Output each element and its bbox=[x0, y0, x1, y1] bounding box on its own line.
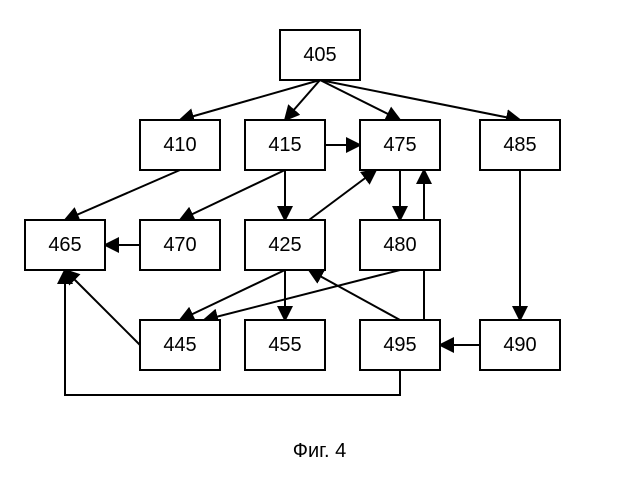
edge-495-425 bbox=[309, 270, 400, 320]
edge-415-470 bbox=[180, 170, 285, 220]
edge-405-485 bbox=[320, 80, 520, 120]
node-415: 415 bbox=[245, 120, 325, 170]
node-label-415: 415 bbox=[268, 134, 301, 156]
node-label-495: 495 bbox=[383, 334, 416, 356]
node-480: 480 bbox=[360, 220, 440, 270]
edge-495-465 bbox=[65, 270, 400, 395]
node-label-480: 480 bbox=[383, 234, 416, 256]
node-465: 465 bbox=[25, 220, 105, 270]
node-475: 475 bbox=[360, 120, 440, 170]
edge-425-475 bbox=[309, 170, 376, 220]
node-425: 425 bbox=[245, 220, 325, 270]
node-label-465: 465 bbox=[48, 234, 81, 256]
node-495: 495 bbox=[360, 320, 440, 370]
node-470: 470 bbox=[140, 220, 220, 270]
node-485: 485 bbox=[480, 120, 560, 170]
node-455: 455 bbox=[245, 320, 325, 370]
node-label-425: 425 bbox=[268, 234, 301, 256]
node-label-410: 410 bbox=[163, 134, 196, 156]
node-label-405: 405 bbox=[303, 44, 336, 66]
edge-405-410 bbox=[180, 80, 320, 120]
flowchart: 405 410 415 475 485 465 470 425 480 445 455 495 490 bbox=[0, 0, 639, 440]
edge-445-465 bbox=[65, 270, 140, 345]
edge-405-475 bbox=[320, 80, 400, 120]
node-label-470: 470 bbox=[163, 234, 196, 256]
node-label-455: 455 bbox=[268, 334, 301, 356]
figure-caption: Фиг. 4 bbox=[0, 440, 639, 463]
node-405: 405 bbox=[280, 30, 360, 80]
node-label-445: 445 bbox=[163, 334, 196, 356]
edge-410-465 bbox=[65, 170, 180, 220]
node-445: 445 bbox=[140, 320, 220, 370]
node-label-485: 485 bbox=[503, 134, 536, 156]
node-label-490: 490 bbox=[503, 334, 536, 356]
node-490: 490 bbox=[480, 320, 560, 370]
node-label-475: 475 bbox=[383, 134, 416, 156]
node-410: 410 bbox=[140, 120, 220, 170]
